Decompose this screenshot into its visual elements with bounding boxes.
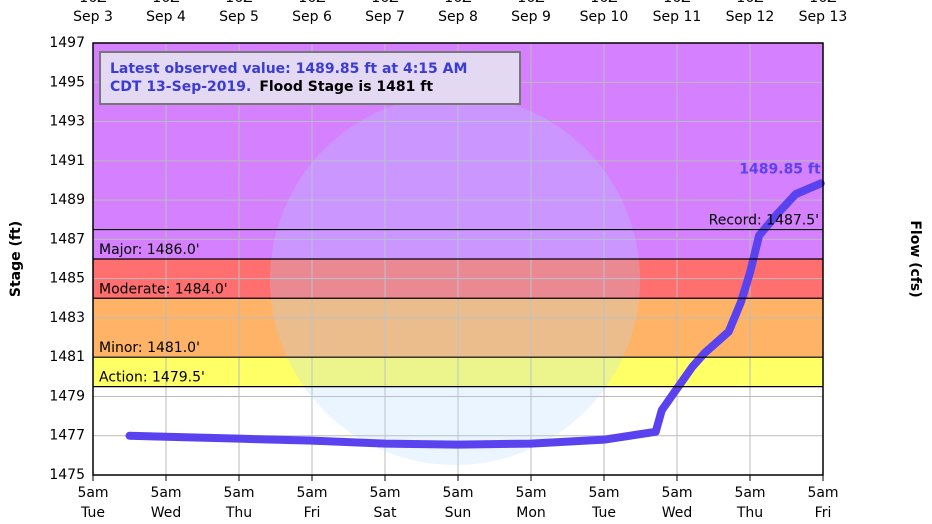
x-tick-label: 5am xyxy=(661,485,692,501)
y-tick-label: 1475 xyxy=(49,467,85,483)
top-tick-label: 16Z xyxy=(517,0,544,6)
x-tick-label: 5am xyxy=(77,485,108,501)
flood-label: Action: 1479.5' xyxy=(99,370,205,386)
y2-axis-label: Flow (cfs) xyxy=(907,220,923,297)
top-tick-label: Sep 12 xyxy=(726,9,775,25)
annotation-box xyxy=(99,51,521,105)
marks xyxy=(125,179,825,449)
x-tick-label: Sun xyxy=(445,505,472,521)
x-tick-label: 5am xyxy=(442,485,473,501)
top-tick-label: Sep 9 xyxy=(511,9,551,25)
x-tick-label: 5am xyxy=(734,485,765,501)
top-tick-label: 16Z xyxy=(590,0,617,6)
x-tick-label: 5am xyxy=(223,485,254,501)
x-tick-label: 5am xyxy=(588,485,619,501)
top-tick-label: Sep 11 xyxy=(653,9,702,25)
stage-line xyxy=(125,179,825,449)
top-tick-label: 16Z xyxy=(663,0,690,6)
x-tick-label: Tue xyxy=(80,505,105,521)
y-tick-label: 1485 xyxy=(49,271,85,287)
annotation-line: Latest observed value: 1489.85 ft at 4:1… xyxy=(110,61,467,77)
annotation-part: CDT 13-Sep-2019. xyxy=(110,79,251,95)
y-tick-label: 1489 xyxy=(49,192,85,208)
x-tick-label: 5am xyxy=(515,485,546,501)
top-tick-label: Sep 13 xyxy=(799,9,848,25)
x-tick-label: Fri xyxy=(815,505,832,521)
annotation-part: Flood Stage is 1481 ft xyxy=(259,79,433,95)
x-tick-label: Sat xyxy=(374,505,397,521)
x-tick-label: Wed xyxy=(151,505,182,521)
top-tick-label: 16Z xyxy=(371,0,398,6)
y-axis-label: Stage (ft) xyxy=(8,221,24,297)
x-tick-label: 5am xyxy=(150,485,181,501)
y-tick-label: 1487 xyxy=(49,231,85,247)
top-tick-label: Sep 4 xyxy=(146,9,186,25)
top-tick-label: Sep 6 xyxy=(292,9,332,25)
top-tick-label: Sep 3 xyxy=(73,9,113,25)
top-tick-label: Sep 8 xyxy=(438,9,478,25)
x-tick-label: 5am xyxy=(807,485,838,501)
top-tick-label: 16Z xyxy=(225,0,252,6)
flood-label: Major: 1486.0' xyxy=(99,242,200,258)
top-tick-label: 16Z xyxy=(152,0,179,6)
top-tick-label: 16Z xyxy=(736,0,763,6)
x-tick-label: Thu xyxy=(225,505,252,521)
y-tick-label: 1481 xyxy=(49,349,85,365)
y-tick-label: 1491 xyxy=(49,153,85,169)
flood-label: Moderate: 1484.0' xyxy=(99,281,228,297)
x-tick-label: 5am xyxy=(369,485,400,501)
flood-label: Record: 1487.5' xyxy=(709,213,819,229)
x-tick-label: Tue xyxy=(591,505,616,521)
plot-frame xyxy=(92,42,824,476)
y-tick-label: 1495 xyxy=(49,74,85,90)
y-tick-label: 1477 xyxy=(49,428,85,444)
top-tick-label: 16Z xyxy=(79,0,106,6)
x-tick-label: Mon xyxy=(516,505,546,521)
top-tick-label: Sep 7 xyxy=(365,9,405,25)
y-tick-label: 1493 xyxy=(49,114,85,130)
y-tick-label: 1479 xyxy=(49,388,85,404)
x-tick-label: 5am xyxy=(296,485,327,501)
top-tick-label: 16Z xyxy=(444,0,471,6)
x-tick-label: Fri xyxy=(304,505,321,521)
top-tick-label: Sep 10 xyxy=(580,9,629,25)
watermark xyxy=(270,95,640,465)
x-tick-label: Wed xyxy=(662,505,693,521)
top-tick-label: 16Z xyxy=(809,0,836,6)
x-tick-label: Thu xyxy=(736,505,763,521)
point-label: 1489.85 ft xyxy=(739,161,821,177)
flood-label: Minor: 1481.0' xyxy=(99,340,200,356)
y-tick-label: 1497 xyxy=(49,35,85,51)
top-tick-label: 16Z xyxy=(298,0,325,6)
annotation-line: CDT 13-Sep-2019. Flood Stage is 1481 ft xyxy=(110,79,433,95)
top-tick-label: Sep 5 xyxy=(219,9,259,25)
y-tick-label: 1483 xyxy=(49,310,85,326)
